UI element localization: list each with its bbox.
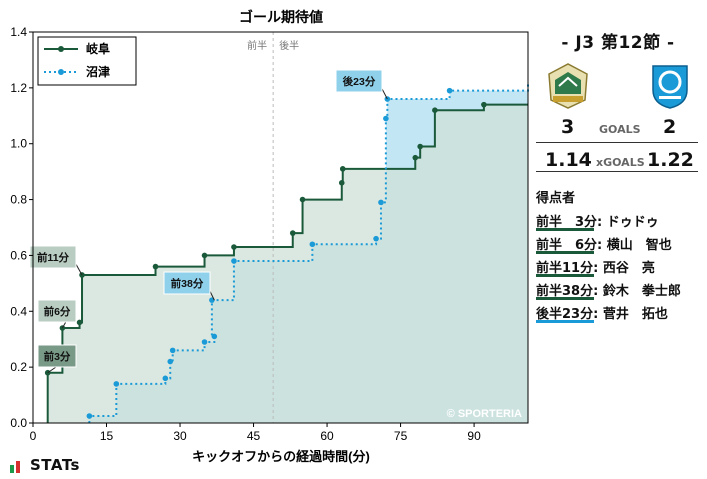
data-point [338,180,345,186]
scorer-row: 前半38分: 鈴木 拳士郎 [536,280,681,301]
home-xg: 1.14 [545,149,592,171]
annotation-box [163,271,211,295]
y-tick-label: 0.2 [10,360,27,374]
y-tick-label: 1.0 [10,137,27,151]
home-goals: 3 [561,116,575,138]
scorer-time: 前半 6分 [536,238,598,253]
scorer-time: 前半11分 [536,261,594,276]
scorer-name: : 横山 智也 [597,238,672,253]
x-tick-label: 15 [100,429,114,443]
data-point [383,115,389,122]
scorer-team-underline [536,251,594,254]
divider [536,171,698,172]
away-goals: 2 [663,116,677,138]
x-tick-label: 75 [394,429,408,443]
legend-marker [58,46,64,52]
scorer-time: 前半 3分 [536,215,598,230]
scorer-row: 前半 6分: 横山 智也 [536,234,672,255]
scorer-time: 後半23分 [536,307,594,322]
y-tick-label: 1.4 [10,25,27,39]
data-point [299,196,306,203]
annotation-label: 後23分 [342,75,376,88]
data-point [76,319,83,326]
data-point [339,166,346,172]
scorer-team-underline [536,274,594,277]
data-point [373,235,379,242]
data-point [86,413,93,419]
data-point [167,358,174,365]
x-tick-label: 0 [30,429,37,443]
annotation-label: 前11分 [37,251,70,264]
watermark: © SPORTERIA [447,408,522,420]
annotation-label: 前38分 [171,277,204,290]
scorer-name: : 西谷 亮 [593,261,655,276]
scorer-row: 前半11分: 西谷 亮 [536,257,655,278]
data-point [309,241,316,248]
legend-marker [58,69,64,75]
legend-label: 岐阜 [86,41,110,56]
scorer-name: : 菅井 拓也 [593,307,668,322]
scorer-name: : 鈴木 拳士郎 [593,284,681,299]
data-point [412,154,419,161]
annotation-box [29,245,77,269]
scorers-heading: 得点者 [536,191,576,206]
y-tick-label: 0.8 [10,193,27,207]
second-half-label: 後半 [279,39,299,52]
scorer-row: 後半23分: 菅井 拓也 [536,303,668,324]
divider [536,142,698,143]
first-half-label: 前半 [247,39,267,52]
x-tick-label: 90 [467,429,481,443]
azul-claro-numazu-crest-icon [652,65,688,109]
annotation-box [335,69,383,93]
data-point [378,199,384,206]
data-point [231,258,237,264]
annotation-label: 前3分 [44,350,71,363]
data-point [152,263,159,270]
scorer-team-underline [536,297,594,300]
data-point [113,381,120,387]
y-tick-label: 0.0 [10,416,27,430]
annotation-box [37,344,77,368]
x-axis-label: キックオフからの経過時間(分) [192,449,370,464]
away-xg: 1.22 [647,149,694,171]
data-point [162,375,169,382]
scorer-team-underline [536,320,594,323]
data-point [446,87,453,94]
x-tick-label: 60 [320,429,334,443]
x-tick-label: 30 [173,429,187,443]
series-area-home [47,104,528,423]
y-tick-label: 0.4 [10,304,27,318]
x-tick-label: 45 [247,429,261,443]
annotation-label: 前6分 [44,305,71,318]
data-point [481,101,487,108]
legend-box [37,36,137,86]
y-tick-label: 1.2 [10,81,27,95]
scorer-row: 前半 3分: ドゥドゥ [536,211,659,232]
fc-gifu-crest-icon [548,63,588,109]
goals-label: GOALS [599,123,641,136]
data-point [384,96,391,102]
scorer-name: : ドゥドゥ [597,215,659,230]
stats-logo-icon [10,461,20,473]
match-title: - J3 第12節 - [561,33,675,53]
data-point [201,339,208,345]
data-point [432,107,438,113]
xgoals-label: xGOALS [596,156,645,169]
chart-title: ゴール期待値 [239,9,323,25]
data-point [417,143,423,150]
scorer-team-underline [536,228,594,231]
data-point [201,252,208,259]
data-point [169,347,176,354]
annotation-box [37,299,77,323]
data-point [211,333,218,340]
y-tick-label: 0.6 [10,248,27,262]
legend-label: 沼津 [86,64,110,79]
data-point [289,230,296,236]
plot-frame [32,31,529,424]
data-point [231,244,237,250]
scorer-time: 前半38分 [536,284,594,299]
brand-text: STATs [30,456,80,474]
